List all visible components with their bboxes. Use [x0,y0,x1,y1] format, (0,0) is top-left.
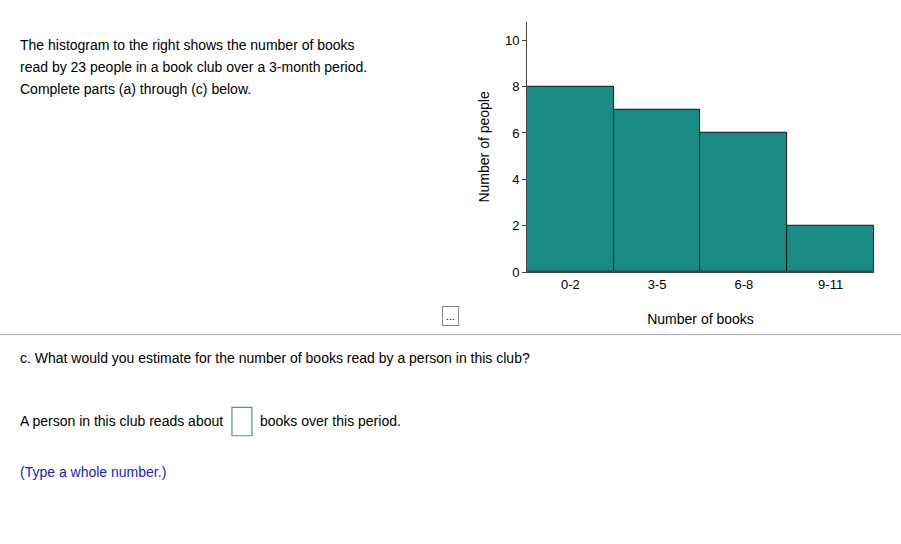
svg-text:(Type a whole number.): (Type a whole number.) [20,464,166,480]
svg-text:10: 10 [505,33,519,48]
svg-text:8: 8 [512,79,519,94]
svg-text:Complete parts (a) through (c): Complete parts (a) through (c) below. [20,81,251,97]
svg-text:A person in this club reads ab: A person in this club reads about [20,413,223,429]
svg-text:books over this period.: books over this period. [260,413,401,429]
svg-text:6: 6 [512,126,519,141]
svg-text:9-11: 9-11 [818,277,843,292]
svg-text:Number of books: Number of books [647,311,754,327]
svg-text:0: 0 [512,265,519,280]
svg-text:6-8: 6-8 [734,277,753,292]
svg-text:2: 2 [512,218,519,233]
svg-text:...: ... [446,310,455,322]
svg-text:c. What would you estimate for: c. What would you estimate for the numbe… [20,350,530,366]
svg-text:3-5: 3-5 [648,277,667,292]
svg-text:read by 23 people in a book cl: read by 23 people in a book club over a … [20,59,367,75]
svg-text:4: 4 [512,172,519,187]
svg-text:Number of people: Number of people [476,91,492,203]
svg-text:The histogram to the right sho: The histogram to the right shows the num… [20,37,355,53]
svg-text:0-2: 0-2 [561,277,580,292]
